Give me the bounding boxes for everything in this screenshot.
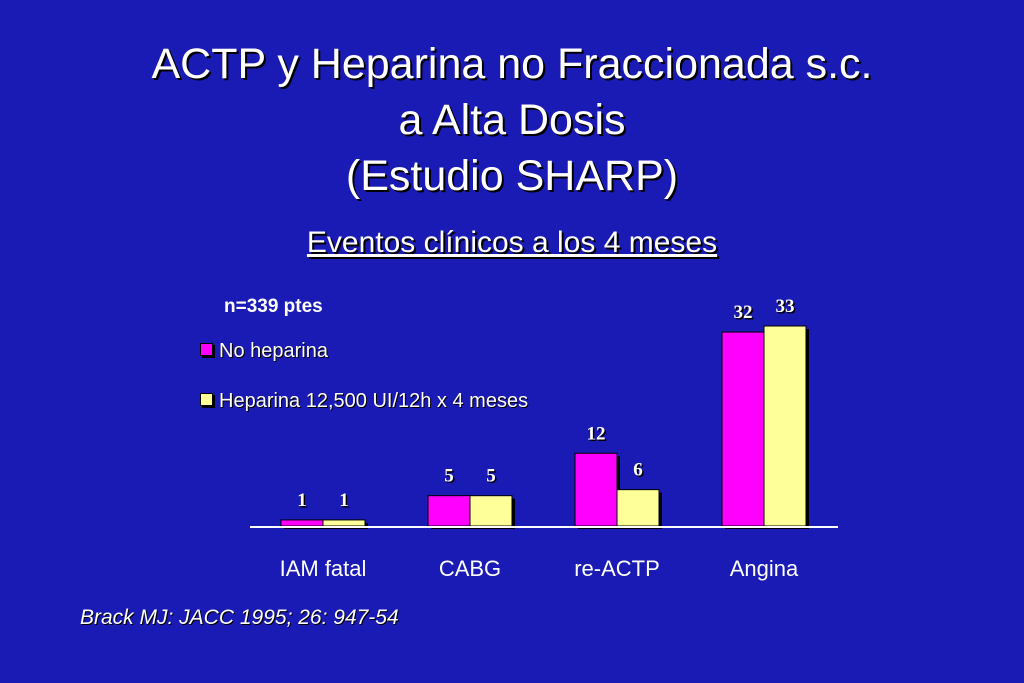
data-label-heparina-0: 1 [339,490,349,511]
data-label-shadow: 5 [488,467,498,488]
data-label-shadow: 1 [299,491,309,512]
data-label-heparina-1: 5 [486,466,496,487]
bar-heparina-3 [763,325,807,527]
sample-size-note: n=339 ptes [224,296,323,317]
data-label-shadow: 33 [777,298,796,319]
legend-item-no-heparina: No heparina [200,340,328,363]
title-line-1: ACTP y Heparina no Fraccionada s.c. [151,40,873,88]
citation: Brack MJ: JACC 1995; 26: 947-54 [80,606,399,629]
bar-no-heparina-3 [721,331,765,527]
category-label-3: Angina [730,556,799,581]
data-label-no-heparina-0: 1 [297,490,307,511]
title-line-2: a Alta Dosis [398,96,626,144]
legend-label-heparina: Heparina 12,500 UI/12h x 4 meses [219,390,529,412]
data-label-no-heparina-2: 12 [587,423,606,444]
data-label-no-heparina-3: 32 [734,302,753,323]
slide-title: ACTP y Heparina no Fraccionada s.c. a Al… [0,36,1024,204]
data-label-shadow: 5 [446,467,456,488]
data-label-shadow: 6 [635,461,645,482]
legend-item-heparina: Heparina 12,500 UI/12h x 4 meses [200,390,528,413]
title-line-3: (Estudio SHARP) [345,152,679,200]
chart-subtitle: Eventos clínicos a los 4 meses [306,226,718,259]
data-label-heparina-3: 33 [776,296,795,317]
legend-swatch-no-heparina [200,343,213,356]
data-label-shadow: 12 [588,425,607,446]
bar-no-heparina-0 [280,519,324,527]
bar-no-heparina-2 [574,452,618,527]
category-label-2: re-ACTP [574,556,660,581]
category-label-0: IAM fatal [280,556,367,581]
data-label-shadow: 32 [735,304,754,325]
legend-swatch-heparina [200,393,213,406]
data-label-shadow: 1 [341,491,351,512]
bar-heparina-2 [616,489,660,527]
legend-label-no-heparina: No heparina [219,340,328,362]
bar-heparina-1 [469,495,513,527]
bar-heparina-0 [322,519,366,527]
data-label-no-heparina-1: 5 [444,466,454,487]
bar-no-heparina-1 [427,495,471,527]
data-label-heparina-2: 6 [633,460,643,481]
category-label-1: CABG [439,556,501,581]
